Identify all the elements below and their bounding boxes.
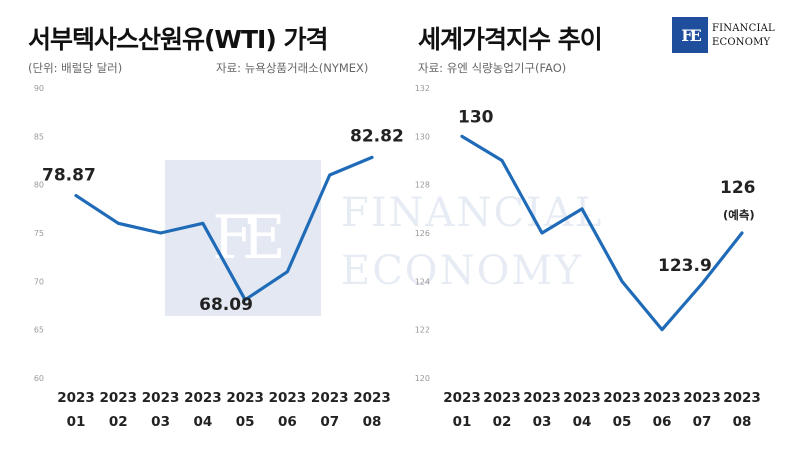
x-tick-year: 2023: [311, 390, 349, 406]
x-tick-month: 08: [733, 414, 752, 430]
left-chart-title: 서부텍사스산원유(WTI) 가격: [28, 25, 328, 54]
y-tick-label: 80: [34, 181, 44, 190]
y-tick-label: 122: [415, 326, 430, 335]
x-tick-year: 2023: [643, 390, 681, 406]
right-source-note: 자료: 유엔 식량농업기구(FAO): [418, 61, 567, 75]
y-tick-label: 126: [415, 229, 430, 238]
x-tick-month: 04: [573, 414, 592, 430]
x-tick-year: 2023: [603, 390, 641, 406]
series-line: [460, 134, 744, 332]
x-tick-month: 05: [613, 414, 632, 430]
x-tick-month: 02: [109, 414, 128, 430]
x-tick-month: 06: [653, 414, 672, 430]
y-tick-label: 60: [34, 374, 44, 383]
x-tick-month: 08: [363, 414, 382, 430]
y-tick-label: 70: [34, 277, 44, 286]
data-label: 78.87: [42, 166, 96, 186]
left-unit-note: (단위: 배럴당 달러): [28, 61, 123, 75]
data-label: 82.82: [350, 126, 404, 146]
x-tick-year: 2023: [523, 390, 561, 406]
x-tick-year: 2023: [563, 390, 601, 406]
x-tick-month: 01: [453, 414, 472, 430]
x-tick-month: 02: [493, 414, 512, 430]
y-tick-label: 85: [34, 132, 44, 141]
x-tick-month: 05: [236, 414, 255, 430]
x-tick-month: 01: [67, 414, 86, 430]
y-tick-label: 120: [415, 374, 430, 383]
x-tick-year: 2023: [184, 390, 222, 406]
left-source-note: 자료: 뉴욕상품거래소(NYMEX): [216, 61, 369, 75]
data-label: 130: [458, 107, 494, 127]
x-tick-year: 2023: [269, 390, 307, 406]
x-tick-year: 2023: [142, 390, 180, 406]
data-label-note: (예측): [723, 208, 755, 222]
data-label: 68.09: [199, 295, 253, 315]
x-tick-year: 2023: [483, 390, 521, 406]
x-tick-month: 07: [320, 414, 339, 430]
x-tick-year: 2023: [99, 390, 137, 406]
x-tick-year: 2023: [226, 390, 264, 406]
x-tick-month: 03: [151, 414, 170, 430]
x-tick-year: 2023: [683, 390, 721, 406]
wti-price-chart: 60 65 70 75 80 85 90 2023 01 2023 02 2023 03 2023 04 20…: [34, 84, 404, 430]
financial-economy-logo: FE FINANCIAL ECONOMY: [672, 17, 782, 55]
data-label: 123.9: [658, 256, 712, 276]
series-line: [74, 155, 374, 302]
logo-mark: FE: [672, 17, 708, 53]
x-tick-year: 2023: [57, 390, 95, 406]
y-tick-label: 65: [34, 326, 44, 335]
logo-text-line2: ECONOMY: [712, 37, 771, 48]
x-tick-year: 2023: [443, 390, 481, 406]
y-tick-label: 75: [34, 229, 44, 238]
data-label: 126: [720, 178, 756, 198]
x-tick-month: 07: [693, 414, 712, 430]
y-tick-label: 130: [415, 132, 430, 141]
y-tick-label: 128: [415, 181, 430, 190]
food-price-index-chart: 120 122 124 126 128 130 132 2023 01 2023 02 2023 03 2…: [415, 84, 761, 430]
x-tick-year: 2023: [353, 390, 391, 406]
y-tick-label: 124: [415, 277, 430, 286]
x-tick-month: 06: [278, 414, 297, 430]
right-chart-title: 세계가격지수 추이: [418, 25, 603, 54]
x-tick-month: 04: [193, 414, 212, 430]
y-tick-label: 132: [415, 84, 430, 93]
logo-text-line1: FINANCIAL: [712, 23, 775, 34]
x-tick-year: 2023: [723, 390, 761, 406]
x-tick-month: 03: [533, 414, 552, 430]
y-tick-label: 90: [34, 84, 44, 93]
